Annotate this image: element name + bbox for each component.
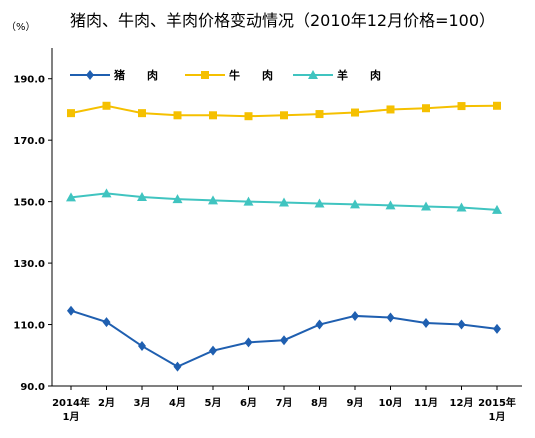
legend-swatch-marker	[201, 71, 209, 79]
data-point	[102, 101, 111, 110]
data-point	[244, 337, 253, 348]
data-point	[173, 361, 182, 372]
legend-item: 羊 肉	[293, 68, 381, 82]
data-point	[67, 109, 75, 118]
x-tick-label: 4月	[169, 397, 186, 409]
data-point	[243, 196, 254, 206]
x-tick-label: 10月	[379, 397, 403, 409]
data-point	[208, 195, 218, 205]
data-point	[67, 305, 75, 316]
series-2	[66, 188, 502, 214]
data-point	[492, 204, 502, 214]
data-point	[101, 188, 112, 198]
data-point	[209, 345, 217, 356]
y-tick-label: 170.0	[13, 136, 45, 147]
x-tick-label: 8月	[311, 397, 328, 409]
data-point	[209, 111, 217, 120]
y-tick-labels: 90.0 110.0 130.0 150.0 170.0 190.0	[13, 75, 45, 393]
data-point	[351, 108, 359, 117]
data-point	[385, 200, 396, 210]
x-tick-label: 5月	[205, 397, 222, 409]
data-point	[280, 111, 288, 120]
series-1	[67, 101, 501, 121]
data-point	[244, 112, 253, 121]
legend-item: 牛 肉	[185, 68, 273, 82]
data-point	[138, 109, 146, 118]
x-tick-label: 2014年 1月	[52, 396, 90, 423]
x-tick-label: 11月	[414, 397, 438, 409]
data-point	[493, 323, 501, 334]
x-tick-labels: 2014年 1月 2月 3月 4月 5月 6月 7月 8月 9月 10月 11月 12月 2015年 1月	[52, 396, 516, 423]
legend-label: 猪 肉	[113, 68, 158, 82]
data-point	[422, 318, 430, 329]
y-tick-label: 130.0	[13, 259, 45, 270]
x-tick-label: 12月	[450, 397, 474, 409]
data-point	[421, 201, 431, 211]
data-point	[315, 110, 324, 119]
data-point	[172, 194, 183, 204]
data-point	[280, 335, 288, 346]
legend-swatch-marker	[86, 70, 94, 80]
data-point	[315, 319, 324, 330]
x-tick-label: 2月	[98, 397, 115, 409]
series-0	[67, 305, 501, 372]
data-point	[493, 101, 501, 110]
data-point	[137, 192, 147, 202]
y-tick-label: 90.0	[20, 382, 45, 393]
x-tick-label: 7月	[276, 397, 293, 409]
legend: 猪 肉牛 肉羊 肉	[70, 68, 381, 82]
y-tick-label: 190.0	[13, 75, 45, 86]
legend-label: 羊 肉	[337, 68, 381, 82]
x-tick-label: 3月	[134, 397, 151, 409]
data-point	[457, 102, 466, 111]
data-point	[350, 199, 360, 209]
series-layer	[66, 101, 502, 372]
legend-label: 牛 肉	[229, 68, 273, 82]
x-tick-label: 9月	[347, 397, 364, 409]
data-point	[314, 198, 325, 208]
data-point	[138, 341, 146, 352]
y-tick-label: 150.0	[13, 198, 45, 209]
y-unit-label: （%）	[6, 21, 36, 33]
data-point	[66, 192, 76, 202]
legend-item: 猪 肉	[70, 68, 158, 82]
data-point	[456, 202, 467, 212]
data-point	[279, 197, 289, 207]
legend-swatch-marker	[308, 70, 318, 79]
chart-title: 猪肉、牛肉、羊肉价格变动情况（2010年12月价格=100）	[70, 11, 495, 30]
data-point	[386, 312, 395, 323]
data-point	[422, 104, 430, 113]
y-tick-label: 110.0	[13, 321, 45, 332]
axes	[48, 48, 522, 390]
data-point	[386, 105, 395, 114]
x-tick-label: 2015年 1月	[478, 396, 516, 423]
data-point	[351, 310, 359, 321]
data-point	[173, 111, 182, 120]
data-point	[457, 319, 466, 330]
data-point	[102, 317, 111, 328]
x-tick-label: 6月	[240, 397, 257, 409]
